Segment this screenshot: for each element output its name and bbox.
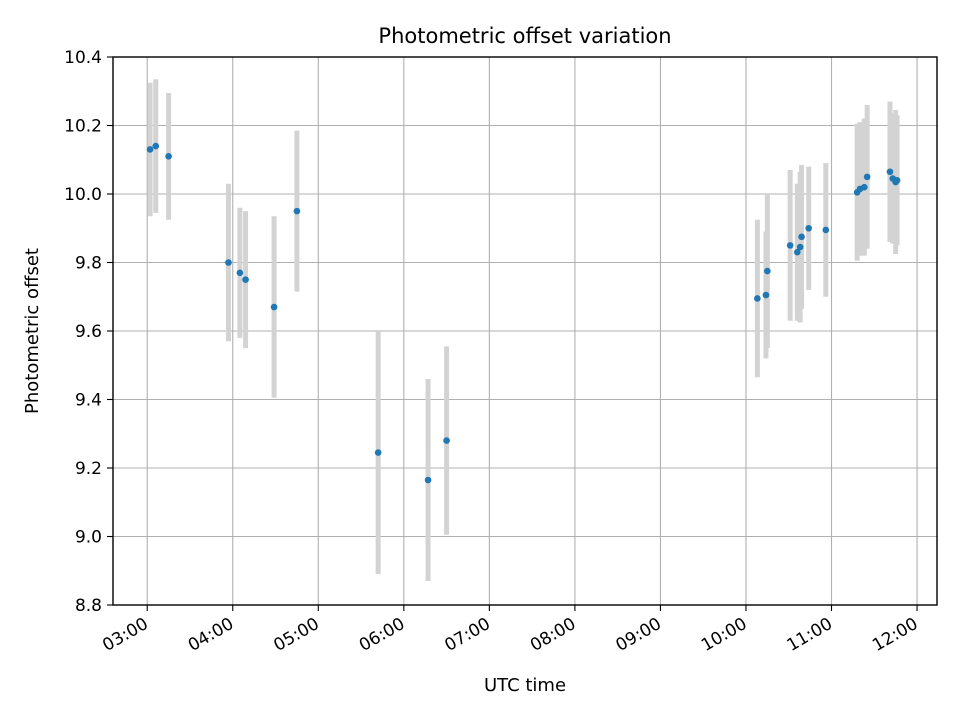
data-point <box>152 142 160 150</box>
data-point <box>798 233 805 241</box>
data-point <box>225 259 232 266</box>
data-points <box>146 142 901 484</box>
y-tick-label: 9.0 <box>75 528 102 548</box>
y-axis: 8.8 9.0 9.2 9.4 9.6 9.8 10.0 10.2 10.4 <box>64 48 113 616</box>
x-axis-label: UTC time <box>484 675 566 696</box>
data-point <box>236 269 244 277</box>
data-point <box>822 226 830 234</box>
y-axis-label: Photometric offset <box>22 248 43 414</box>
y-tick-label: 9.8 <box>75 254 102 274</box>
y-tick-label: 10.4 <box>64 48 102 68</box>
data-point <box>805 224 812 232</box>
data-point <box>764 267 771 275</box>
data-point <box>762 291 770 299</box>
y-tick-label: 8.8 <box>75 596 102 616</box>
data-point <box>374 449 382 456</box>
y-tick-label: 9.6 <box>75 322 102 342</box>
data-point <box>793 248 801 256</box>
data-point <box>893 177 901 184</box>
data-point <box>863 173 871 181</box>
data-point <box>860 183 868 191</box>
data-point <box>165 153 172 160</box>
chart-title: Photometric offset variation <box>378 24 671 48</box>
y-tick-label: 10.2 <box>64 117 102 137</box>
data-point <box>270 303 278 311</box>
data-point <box>886 168 894 176</box>
data-point <box>754 295 761 302</box>
data-point <box>146 146 154 153</box>
y-tick-label: 10.0 <box>64 185 102 205</box>
data-point <box>796 243 804 251</box>
data-point <box>242 276 249 283</box>
y-tick-label: 9.2 <box>75 459 102 479</box>
data-point <box>443 437 450 444</box>
data-point <box>786 242 794 249</box>
y-tick-label: 9.4 <box>75 391 102 411</box>
data-point <box>424 476 432 484</box>
data-point <box>293 207 301 215</box>
